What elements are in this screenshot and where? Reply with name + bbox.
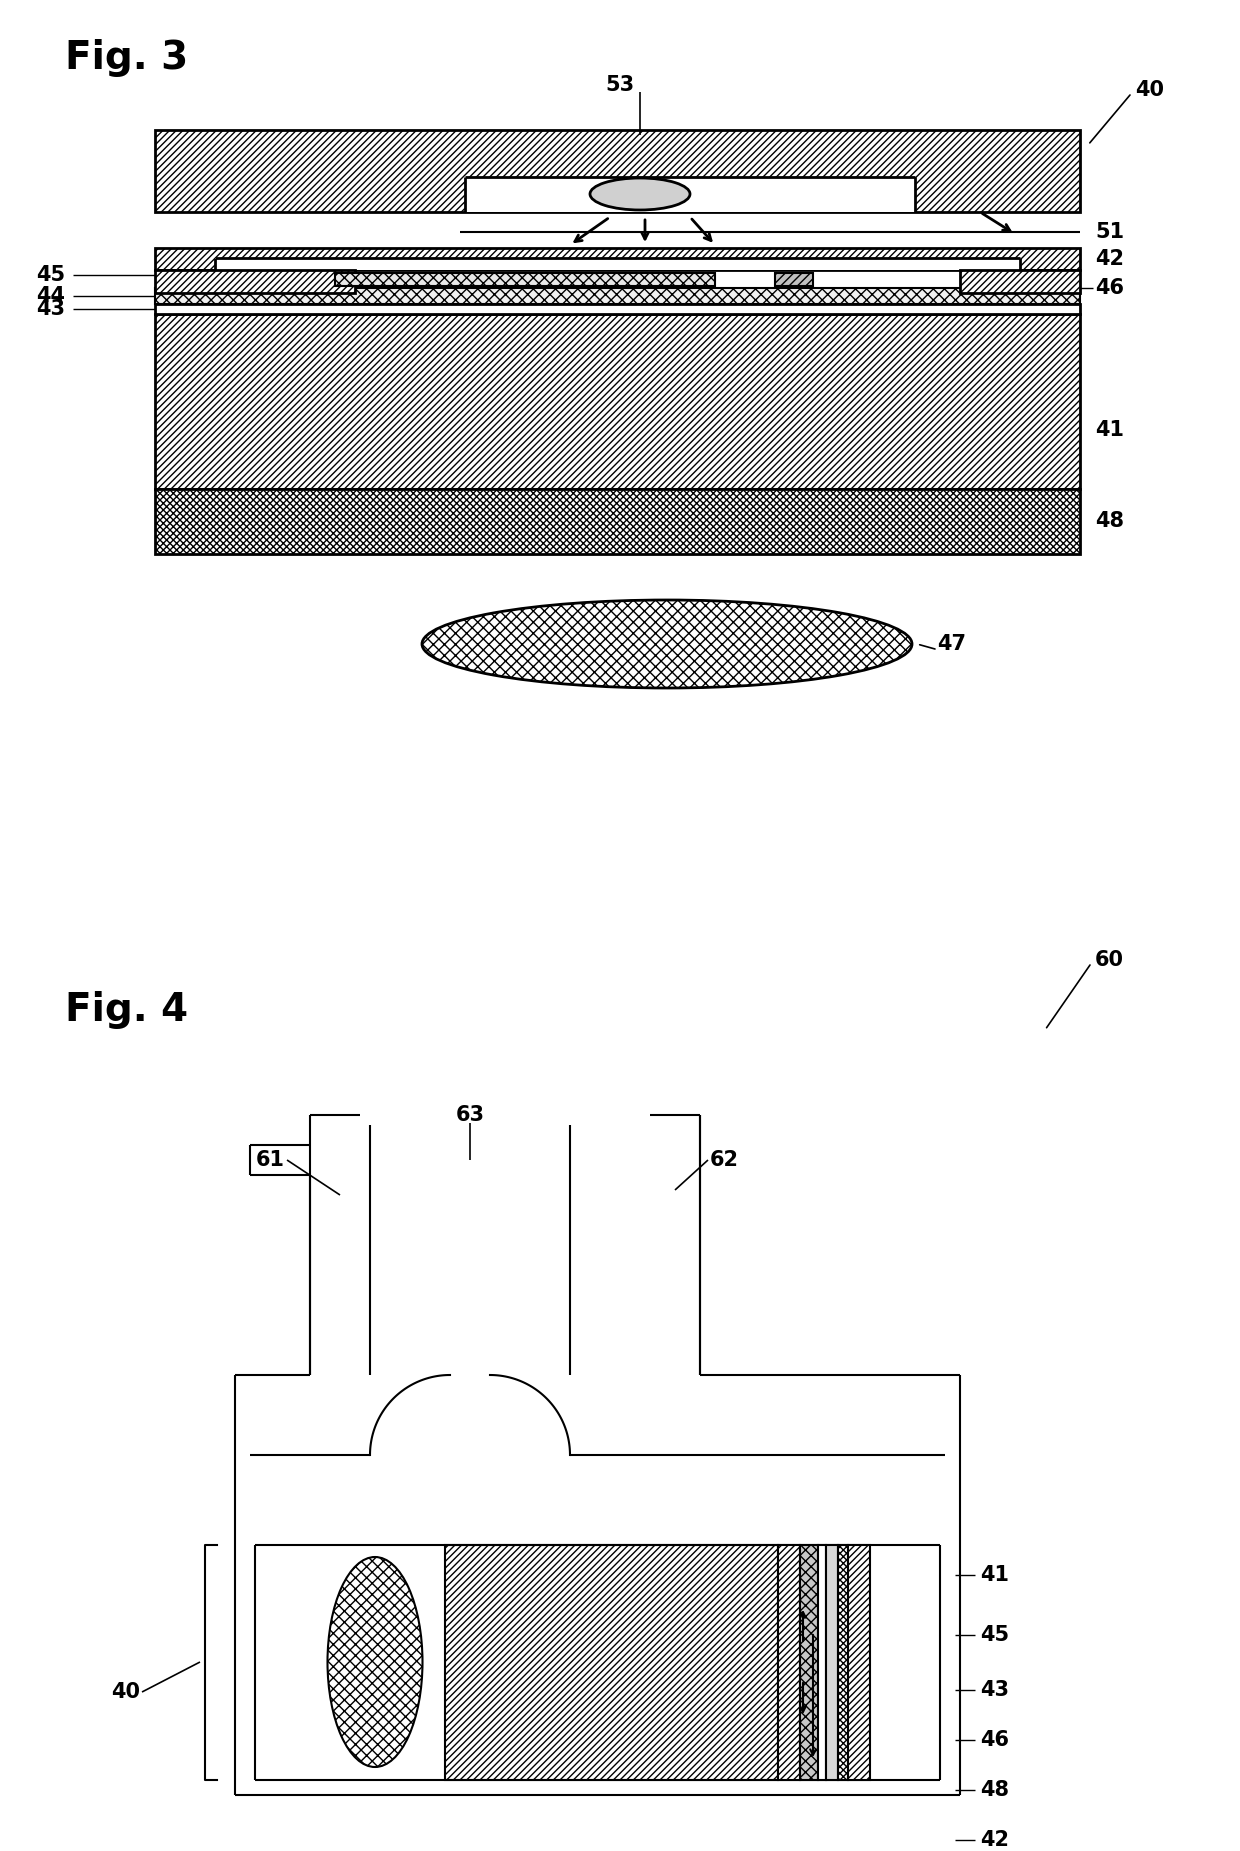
Bar	[155, 289, 1080, 304]
Text: 41: 41	[1095, 420, 1123, 441]
Text: Fig. 3: Fig. 3	[64, 39, 188, 78]
Text: 62: 62	[711, 1149, 739, 1170]
Text: 45: 45	[980, 1625, 1009, 1646]
Bar	[848, 1546, 870, 1781]
Text: Fig. 4: Fig. 4	[64, 990, 188, 1029]
Bar	[155, 315, 1080, 489]
Text: 47: 47	[937, 635, 966, 653]
Text: 42: 42	[1095, 250, 1123, 268]
Bar	[826, 1546, 838, 1781]
Bar	[818, 1546, 826, 1781]
Ellipse shape	[422, 600, 911, 689]
Text: 43: 43	[36, 300, 64, 318]
Text: 48: 48	[1095, 511, 1123, 531]
Text: 45: 45	[36, 265, 64, 285]
Text: 63: 63	[455, 1105, 485, 1125]
Bar	[155, 248, 1080, 270]
Bar	[800, 1546, 818, 1781]
Text: 61: 61	[255, 1149, 285, 1170]
Text: 48: 48	[980, 1781, 1009, 1799]
Text: 41: 41	[980, 1564, 1009, 1584]
Ellipse shape	[327, 1557, 423, 1768]
Text: 44: 44	[36, 287, 64, 305]
Bar	[155, 489, 1080, 553]
Text: 43: 43	[980, 1681, 1009, 1699]
Text: 40: 40	[112, 1683, 140, 1703]
Text: 42: 42	[980, 1831, 1009, 1849]
Bar	[155, 270, 355, 292]
Text: 46: 46	[980, 1731, 1009, 1749]
Bar	[335, 272, 715, 287]
Bar	[215, 257, 1021, 270]
Text: 60: 60	[1095, 950, 1123, 970]
Text: 40: 40	[1135, 80, 1164, 100]
Bar	[960, 270, 1080, 292]
Bar	[155, 304, 1080, 315]
Text: 51: 51	[1095, 222, 1125, 242]
Text: 46: 46	[1095, 278, 1123, 298]
Bar	[155, 130, 1080, 213]
Bar	[445, 1546, 777, 1781]
Bar	[465, 178, 915, 213]
Bar	[838, 1546, 848, 1781]
Bar	[775, 272, 813, 287]
Ellipse shape	[590, 178, 689, 209]
Text: 53: 53	[605, 76, 635, 94]
Bar	[777, 1546, 800, 1781]
